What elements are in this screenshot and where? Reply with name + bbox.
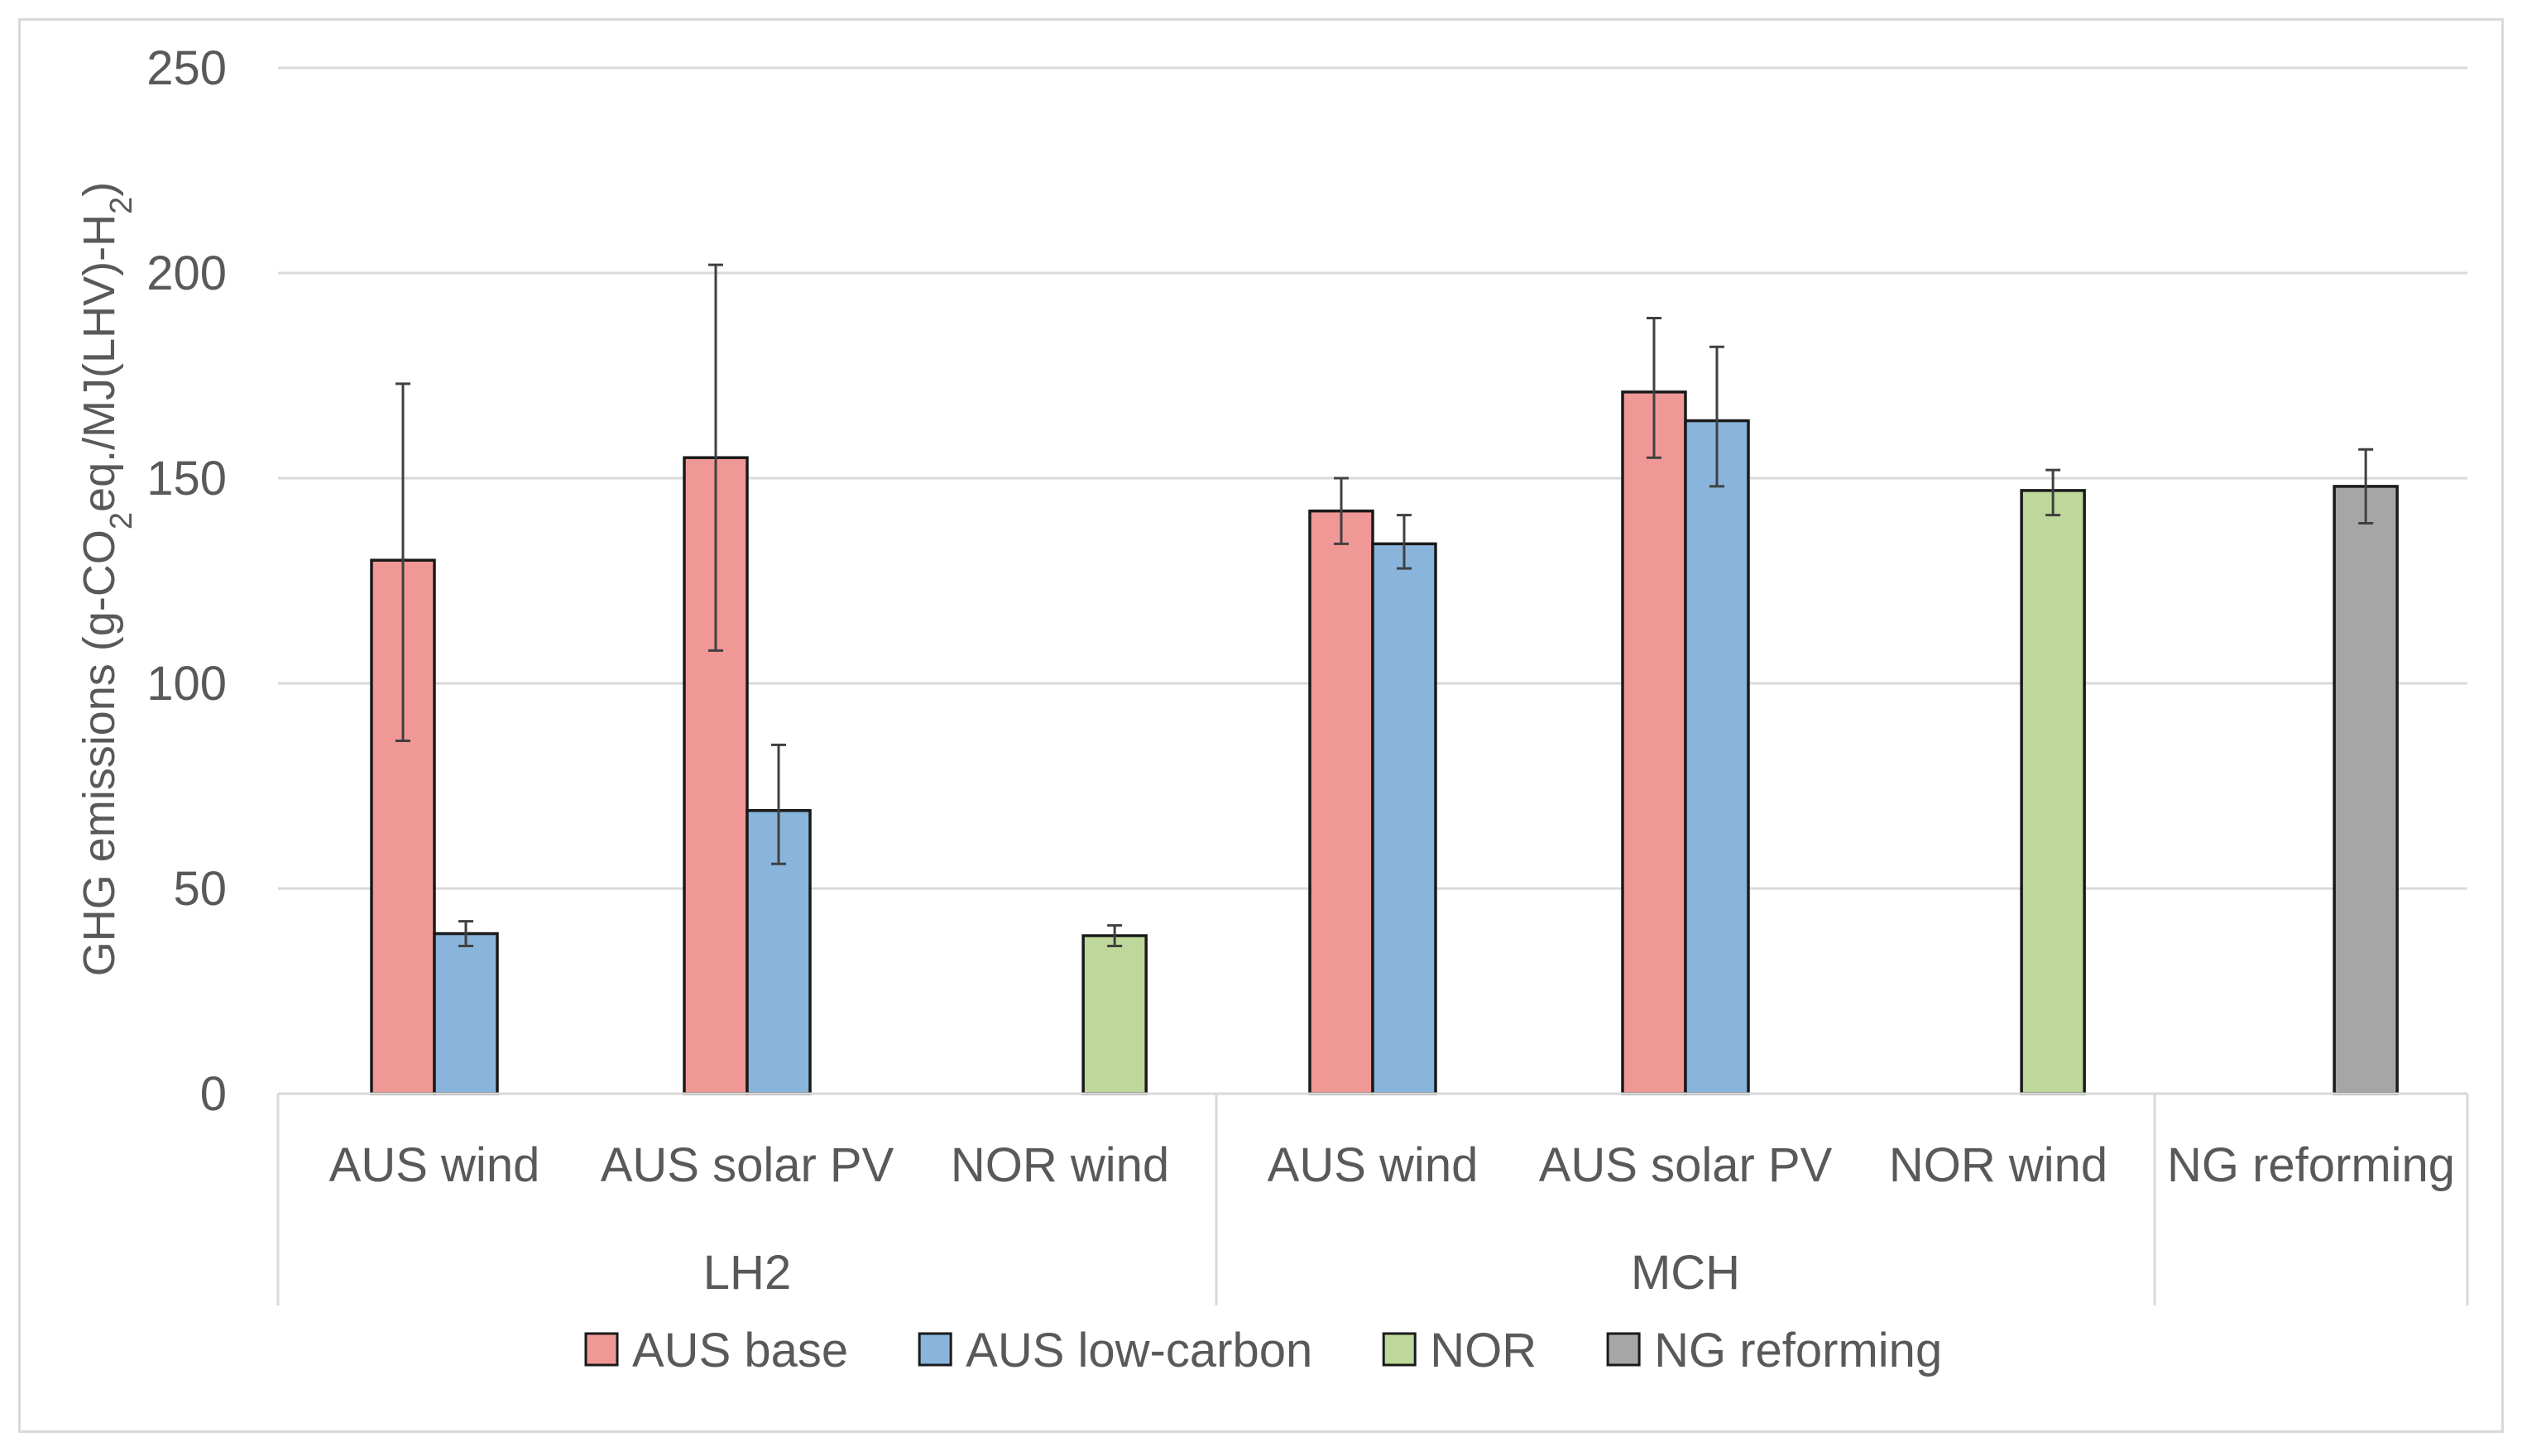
y-label-subscript: 2 [104,512,139,529]
y-tick-label: 250 [146,41,227,95]
bar-aus-base [1308,509,1374,1095]
bars [370,390,2399,1095]
bar-aus-low-carbon [433,932,499,1095]
x-tick-label: NG reforming [2167,1138,2455,1192]
y-tick-label: 150 [146,452,227,505]
chart-frame [18,18,2504,1433]
y-tick-label: 200 [146,247,227,300]
bar-aus-low-carbon [1684,419,1750,1095]
bar-nor [2020,489,2086,1095]
group-label: LH2 [703,1246,791,1300]
bar-aus-base [1621,390,1687,1095]
legend-swatch [1606,1332,1641,1367]
bar-nor [1081,934,1148,1095]
y-axis-label: GHG emissions (g-CO2eq./MJ(LHV)-H2) [74,182,139,976]
y-tick-label: 100 [146,657,227,711]
x-tick-label: NOR wind [1889,1138,2107,1192]
y-label-part: eq./MJ(LHV)-H [74,214,124,512]
legend-label: AUS base [632,1324,848,1377]
x-tick-label: AUS solar PV [1539,1138,1833,1192]
y-axis-ticks: 0 50 100 150 200 250 [146,41,227,1121]
x-tick-label: AUS wind [329,1138,540,1192]
legend-label: NG reforming [1654,1324,1942,1377]
x-axis: AUS wind AUS solar PV NOR wind AUS wind AUS … [276,1092,2469,1305]
legend-swatch [1382,1332,1417,1367]
y-label-part: ) [74,182,124,197]
x-tick-label: NOR wind [951,1138,1169,1192]
x-tick-label: AUS solar PV [601,1138,894,1192]
bar-ng-reforming [2333,485,2399,1095]
legend-label: AUS low-carbon [966,1324,1312,1377]
legend-swatch [584,1332,619,1367]
y-tick-label: 0 [200,1067,227,1121]
group-label: MCH [1631,1246,1740,1300]
legend-swatch [918,1332,952,1367]
bar-aus-low-carbon [1371,542,1437,1095]
x-tick-label: AUS wind [1268,1138,1479,1192]
legend: AUS base AUS low-carbon NOR NG reforming [584,1324,1942,1377]
y-label-subscript: 2 [104,197,139,214]
y-label-part: GHG emissions (g-CO [74,529,124,976]
error-bars [396,263,2374,947]
gridlines [278,66,2467,890]
legend-label: NOR [1430,1324,1537,1377]
y-tick-label: 50 [173,862,227,916]
